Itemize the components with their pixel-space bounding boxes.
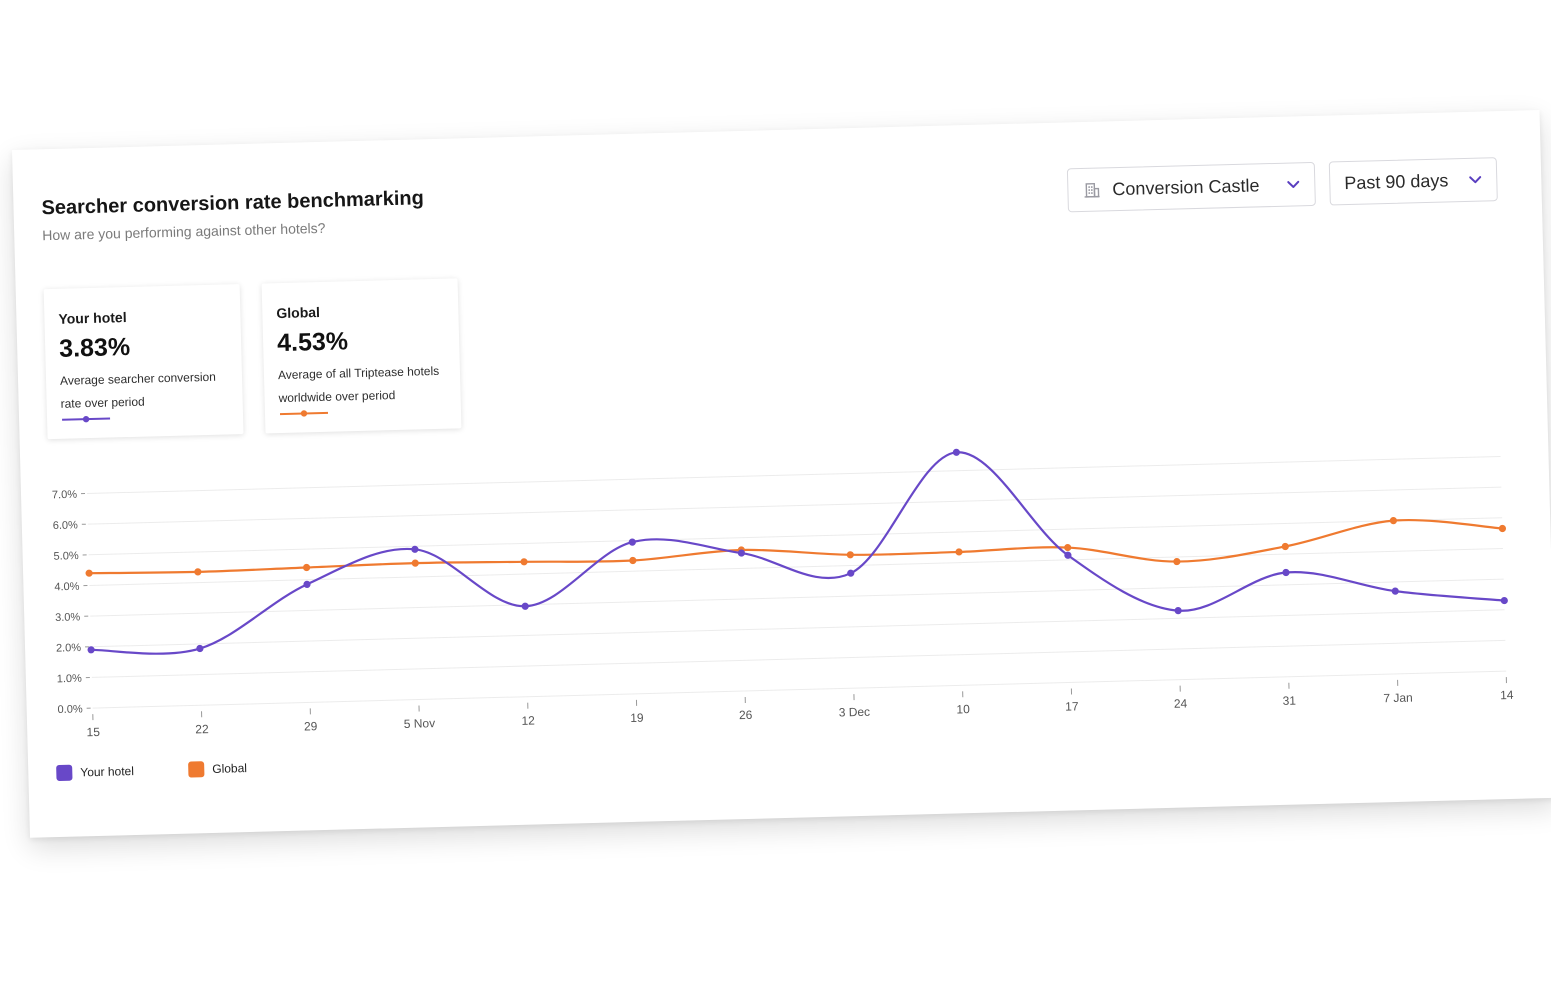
x-tick-label: 24 <box>1174 696 1188 710</box>
y-tick-label: 0.0% <box>57 703 83 716</box>
x-tick-label: 26 <box>739 708 753 722</box>
x-tick-label: 10 <box>956 702 970 716</box>
data-point-your-hotel <box>521 602 529 610</box>
x-tick-label: 19 <box>630 711 644 725</box>
y-tick-label: 5.0% <box>53 550 79 563</box>
your-hotel-line-swatch-icon <box>61 414 111 425</box>
legend-label: Global <box>212 761 248 776</box>
hotel-building-icon <box>1082 181 1100 199</box>
legend-item-global[interactable]: Global <box>188 760 247 778</box>
x-tick-label: 3 Dec <box>839 705 871 720</box>
x-tick-label: 14 <box>1500 688 1514 702</box>
data-point-global <box>1064 543 1072 552</box>
stat-card-global: Global 4.53% Average of all Triptease ho… <box>261 278 462 434</box>
y-tick-label: 1.0% <box>57 673 83 686</box>
grid-line <box>90 578 1504 617</box>
data-point-your-hotel <box>196 644 204 653</box>
y-tick-label: 4.0% <box>54 581 80 594</box>
hotel-select[interactable]: Conversion Castle <box>1066 161 1316 213</box>
series-line-global <box>89 519 1503 575</box>
data-point-global <box>955 548 963 556</box>
legend-label: Your hotel <box>80 764 135 780</box>
data-point-global <box>1498 524 1507 533</box>
grid-line <box>87 455 1501 494</box>
conversion-line-chart: 0.0% 1.0% 2.0% 3.0% 4.0% 5.0% 6.0% 7.0% 15 22 29 5 … <box>52 448 1514 739</box>
data-point-your-hotel <box>1174 607 1182 615</box>
x-tick-label: 31 <box>1282 694 1296 708</box>
x-tick-label: 17 <box>1065 699 1079 713</box>
data-point-global <box>520 558 528 566</box>
data-point-your-hotel <box>1500 596 1508 605</box>
data-point-global <box>411 559 419 567</box>
data-point-your-hotel <box>847 569 855 577</box>
global-line-swatch-icon <box>279 408 329 419</box>
data-point-your-hotel <box>303 580 311 588</box>
x-tick-label: 29 <box>304 719 318 733</box>
data-point-global <box>846 551 854 559</box>
grid-line <box>91 639 1506 678</box>
x-tick-label: 22 <box>195 722 209 736</box>
benchmark-card: Searcher conversion rate benchmarking Ho… <box>12 110 1551 838</box>
data-point-your-hotel <box>1282 568 1290 577</box>
data-point-global <box>302 563 311 572</box>
chevron-down-icon <box>1286 177 1300 191</box>
series-line-your-hotel <box>91 451 1505 655</box>
data-point-your-hotel <box>737 549 746 557</box>
legend-item-your-hotel[interactable]: Your hotel <box>56 763 135 782</box>
data-point-your-hotel <box>1391 587 1399 595</box>
data-point-your-hotel <box>1064 551 1072 559</box>
y-tick-label: 6.0% <box>53 519 79 532</box>
data-point-global <box>629 556 637 565</box>
data-point-your-hotel <box>87 646 95 654</box>
y-tick-label: 3.0% <box>55 611 81 624</box>
data-point-your-hotel <box>952 448 960 456</box>
y-tick-label: 2.0% <box>56 642 82 655</box>
grid-line <box>87 486 1502 525</box>
x-tick-label: 15 <box>86 725 100 739</box>
x-tick-label: 12 <box>521 714 535 728</box>
data-point-global <box>194 568 202 576</box>
y-tick-label: 7.0% <box>52 489 78 502</box>
data-point-global <box>1389 517 1398 525</box>
legend-swatch <box>56 764 73 782</box>
data-point-global <box>85 569 93 577</box>
data-point-global <box>1281 542 1289 551</box>
legend-swatch <box>188 761 205 778</box>
grid-line <box>92 670 1507 709</box>
x-tick-label: 7 Jan <box>1383 691 1413 706</box>
data-point-your-hotel <box>411 545 419 553</box>
grid-line <box>88 517 1503 556</box>
chevron-down-icon <box>1468 173 1482 187</box>
grid-line <box>91 609 1505 648</box>
grid-line <box>89 547 1503 586</box>
data-point-global <box>1173 557 1181 566</box>
period-select[interactable]: Past 90 days <box>1328 157 1498 206</box>
stat-card-your-hotel: Your hotel 3.83% Average searcher conver… <box>43 284 244 440</box>
data-point-your-hotel <box>628 538 636 546</box>
x-tick-label: 5 Nov <box>404 716 436 731</box>
